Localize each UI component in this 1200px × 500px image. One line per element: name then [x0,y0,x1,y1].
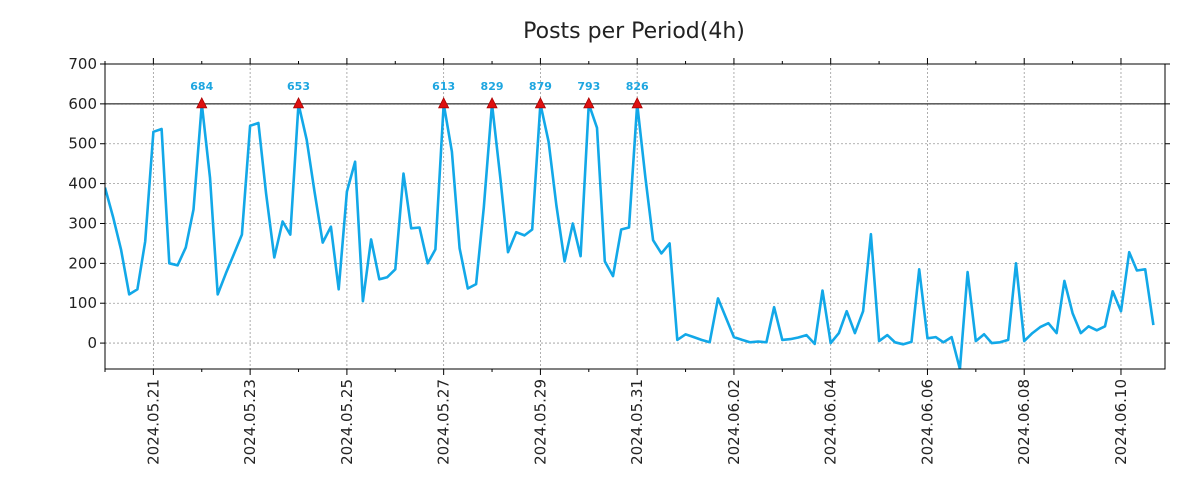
y-tick-label: 600 [68,95,97,113]
x-tick-label: 2024.05.29 [531,379,549,465]
axis-layer: 0 100 200 300 400 500 600 700 2024.05.21 2024.05.… [68,55,1170,465]
x-tick-label: 2024.06.08 [1015,379,1033,465]
y-tick-label: 0 [87,334,97,352]
peak-marker [438,96,450,109]
x-tick-label: 2024.06.04 [822,379,840,465]
peak-label: 613 [432,80,455,93]
y-tick-label: 300 [68,214,97,232]
peak-label: 826 [626,80,649,93]
x-tick-label: 2024.05.21 [144,379,162,465]
x-tick-label: 2024.06.02 [725,379,743,465]
peak-label: 793 [577,80,600,93]
x-tick-label: 2024.05.31 [628,379,646,465]
peak-marker [486,96,498,109]
y-tick-label: 200 [68,254,97,272]
peak-marker [534,96,547,109]
peak-label: 829 [481,80,504,93]
plot-area [105,102,1155,369]
x-tick-label: 2024.05.23 [241,379,259,465]
series-layer [105,102,1155,369]
peak-marker [196,96,208,109]
peak-marker [292,96,305,109]
y-tick-label: 700 [68,55,97,73]
x-tick-label: 2024.05.27 [435,379,453,465]
plot-frame [104,63,1166,370]
x-tick-label: 2024.06.10 [1112,379,1130,465]
series-line-posts [105,102,1155,369]
y-tick-label: 500 [68,135,97,153]
peak-marker [583,96,595,109]
chart-title: Posts per Period(4h) [523,19,745,44]
grid-layer [105,64,1165,369]
peak-label: 879 [529,80,552,93]
peak-label: 684 [190,80,213,93]
y-tick-label: 400 [68,175,97,193]
peak-label: 653 [287,80,310,93]
x-tick-label: 2024.05.25 [338,379,356,465]
x-tick-label: 2024.06.06 [918,379,936,465]
y-tick-label: 100 [68,294,97,312]
peak-marker [631,96,643,109]
peak-marker-layer: 684 653 613 829 879 793 826 [190,80,649,109]
